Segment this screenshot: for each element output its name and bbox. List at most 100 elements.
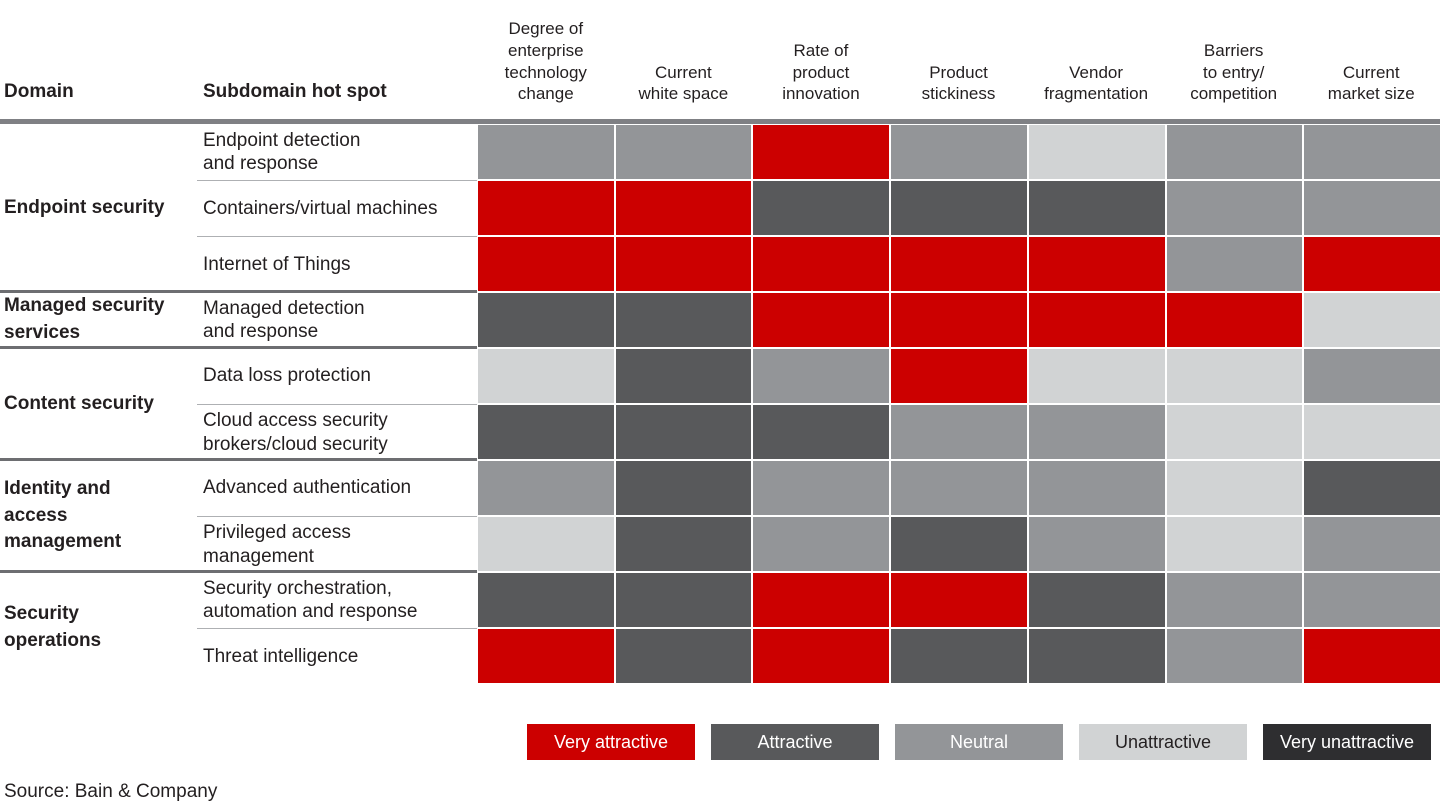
rating-cell-neutral (615, 125, 752, 179)
rating-cell-unattractive (1166, 349, 1303, 403)
rating-cell-unattractive (1304, 405, 1440, 459)
domain-group: Security operations Security orchestratio… (0, 570, 1440, 684)
rating-cell-neutral (1304, 181, 1440, 235)
rating-cell-very-attractive (1304, 237, 1440, 291)
rating-cells (477, 404, 1440, 460)
rating-cell-neutral (753, 461, 890, 515)
domain-group: Managed security services Managed detecti… (0, 290, 1440, 348)
rating-cell-very-attractive (615, 181, 752, 235)
group-divider-line (0, 290, 477, 293)
rating-cell-attractive (615, 293, 752, 347)
rating-cell-very-attractive (753, 237, 890, 291)
rating-cell-very-attractive (891, 293, 1027, 347)
rating-cell-neutral (753, 349, 890, 403)
rating-cell-very-attractive (891, 573, 1027, 627)
rating-cell-very-attractive (615, 237, 752, 291)
domain-label: Security operations (4, 603, 102, 651)
rating-cell-very-attractive (1028, 237, 1165, 291)
rating-cell-attractive (615, 461, 752, 515)
subdomain-label: Cloud access security brokers/cloud secu… (197, 404, 477, 460)
rating-cells (477, 628, 1440, 684)
subdomain-label: Data loss protection (203, 365, 371, 387)
domain-group: Endpoint security Endpoint detection and … (0, 124, 1440, 292)
criteria-column-headers: Degree of enterprise technology change Cu… (477, 18, 1440, 105)
rating-cell-attractive (1028, 181, 1165, 235)
table-header-row: Domain Subdomain hot spot Degree of ente… (0, 0, 1440, 119)
criterion-header-5: Vendor fragmentation (1044, 62, 1149, 104)
ratings-legend: Very attractive Attractive Neutral Unattrac… (527, 724, 1431, 760)
criterion-header-4: Product stickiness (921, 62, 996, 104)
rating-cells (477, 572, 1440, 628)
table-row: Data loss protection (197, 348, 1440, 404)
legend-item-very-attractive: Very attractive (527, 724, 695, 760)
rating-cell-neutral (891, 461, 1027, 515)
rating-cell-attractive (1028, 573, 1165, 627)
rating-cell-neutral (1028, 405, 1165, 459)
rating-cell-very-attractive (478, 237, 614, 291)
rating-cell-very-attractive (1028, 293, 1165, 347)
rating-cell-attractive (615, 405, 752, 459)
rating-cell-very-attractive (891, 349, 1027, 403)
rating-cell-very-attractive (753, 629, 890, 683)
rating-cell-neutral (1166, 125, 1303, 179)
rating-cell-very-attractive (478, 181, 614, 235)
table-row: Managed detection and response (197, 292, 1440, 348)
rating-cell-attractive (891, 517, 1027, 571)
rating-cells (477, 236, 1440, 292)
legend-item-attractive: Attractive (711, 724, 879, 760)
rating-cell-neutral (1028, 517, 1165, 571)
rating-cell-neutral (1304, 125, 1440, 179)
rating-cell-unattractive (1166, 517, 1303, 571)
rating-cell-neutral (1304, 349, 1440, 403)
criterion-header-1: Degree of enterprise technology change (504, 19, 587, 104)
rating-cell-attractive (1028, 629, 1165, 683)
header-divider-bar (0, 119, 1440, 124)
rating-cell-very-attractive (891, 237, 1027, 291)
group-divider-line (0, 346, 477, 349)
rating-cell-attractive (478, 573, 614, 627)
rating-cell-attractive (891, 629, 1027, 683)
rating-cells (477, 460, 1440, 516)
table-row: Privileged access management (197, 516, 1440, 572)
subdomain-label: Threat intelligence (197, 628, 477, 684)
rating-cell-very-attractive (753, 573, 890, 627)
table-row: Security orchestration, automation and r… (197, 572, 1440, 628)
subdomain-label: Internet of Things (197, 236, 477, 292)
rating-cell-unattractive (1028, 349, 1165, 403)
rating-cell-neutral (478, 461, 614, 515)
table-row: Containers/virtual machines (197, 180, 1440, 236)
rating-cells (477, 516, 1440, 572)
subdomain-label: Containers/virtual machines (197, 180, 477, 236)
rating-cell-attractive (753, 181, 890, 235)
group-divider-line (0, 458, 477, 461)
domain-group: Identity and access management Advanced a… (0, 458, 1440, 572)
legend-item-neutral: Neutral (895, 724, 1063, 760)
rating-cell-neutral (891, 405, 1027, 459)
criterion-header-6: Barriers to entry/ competition (1190, 40, 1278, 104)
rating-cell-unattractive (478, 349, 614, 403)
table-row: Endpoint detection and response (197, 124, 1440, 180)
table-row: Cloud access security brokers/cloud secu… (197, 404, 1440, 460)
rating-cell-neutral (478, 125, 614, 179)
group-divider-line (0, 570, 477, 573)
rating-cell-very-attractive (478, 629, 614, 683)
table-row: Threat intelligence (197, 628, 1440, 684)
rating-cell-neutral (1166, 629, 1303, 683)
rating-cell-unattractive (478, 517, 614, 571)
table-row: Internet of Things (197, 236, 1440, 292)
rating-cell-very-attractive (753, 293, 890, 347)
rating-cell-attractive (891, 181, 1027, 235)
subdomain-label: Managed detection and response (203, 297, 365, 342)
domain-group: Content security Data loss protection Clou… (0, 346, 1440, 460)
legend-item-unattractive: Unattractive (1079, 724, 1247, 760)
rating-cells (477, 124, 1440, 180)
criterion-header-7: Current market size (1327, 62, 1415, 104)
subdomain-label: Advanced authentication (203, 477, 412, 499)
rating-cell-neutral (1028, 461, 1165, 515)
subdomain-label: Privileged access management (197, 516, 477, 572)
domain-label: Endpoint security (4, 196, 165, 218)
legend-item-very-unattractive: Very unattractive (1263, 724, 1431, 760)
rating-cell-attractive (615, 349, 752, 403)
rating-cells (477, 292, 1440, 348)
